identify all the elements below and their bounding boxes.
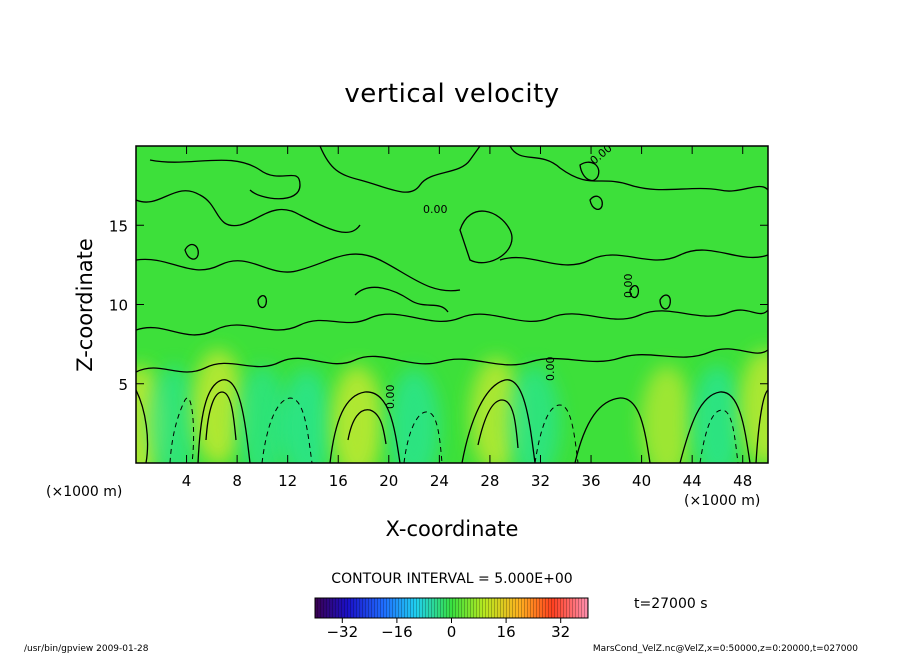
y-axis-ticks: 5 10 15 [109, 217, 768, 394]
plot-area: 0.000.000.000.000.00 4 8 12 16 20 24 28 32 36 40 4… [109, 145, 769, 490]
negative-contour-line [169, 397, 195, 463]
x-tick-label: 24 [430, 472, 449, 490]
footer-right: MarsCond_VelZ.nc@VelZ,x=0:50000,z=0:2000… [593, 644, 858, 654]
contour-value-label: 0.00 [423, 203, 448, 216]
x-tick-label: 8 [232, 472, 242, 490]
x-tick-label: 16 [329, 472, 348, 490]
contour-line [354, 286, 449, 313]
x-tick-label: 40 [632, 472, 651, 490]
contour-line [459, 210, 513, 264]
time-label: t=27000 s [634, 596, 708, 612]
contour-interval-text: CONTOUR INTERVAL = 5.000E+00 [331, 571, 572, 587]
contour-line [679, 391, 751, 463]
contour-line [136, 355, 441, 373]
colorbar-bands [315, 598, 588, 618]
y-axis-label: Z-coordinate [73, 238, 97, 372]
contour-line [659, 294, 671, 310]
contour-line [574, 397, 651, 463]
downdraft-cell [388, 368, 441, 463]
contour-line [499, 249, 768, 266]
contour-line [136, 313, 461, 336]
updraft-cell [640, 365, 693, 463]
x-unit-left: (×1000 m) [46, 484, 122, 500]
negative-contour-line [261, 397, 313, 463]
colorbar-tick-label: 0 [447, 623, 457, 641]
updraft-cell [331, 365, 384, 463]
colorbar-tick-label: −32 [326, 623, 358, 641]
contour-line [136, 389, 149, 463]
downdraft-cell [236, 365, 289, 463]
downdraft-cell [280, 368, 333, 463]
contour-line [461, 379, 536, 463]
contour-line [257, 295, 268, 309]
x-tick-label: 20 [379, 472, 398, 490]
negative-contour-line [534, 404, 579, 463]
colorbar-tick-label: 32 [551, 623, 570, 641]
contour-line [184, 243, 199, 260]
contour-line [205, 391, 237, 441]
colorbar-ticks: −32 −16 0 16 32 [326, 618, 570, 641]
contour-lines [136, 146, 768, 463]
updraft-cell [739, 349, 768, 463]
x-axis-label: X-coordinate [386, 517, 519, 541]
contour-line [197, 379, 251, 463]
colorbar-tick-label: −16 [381, 623, 413, 641]
colorbar: −32 −16 0 16 32 [314, 597, 589, 641]
contour-line [459, 309, 768, 322]
footer-left: /usr/bin/gpview 2009-01-28 [24, 644, 149, 654]
y-tick-label: 10 [109, 297, 128, 315]
contour-line [755, 389, 768, 463]
y-tick-label: 15 [109, 217, 128, 235]
x-tick-label: 28 [480, 472, 499, 490]
contour-line [509, 146, 768, 192]
chart-title: vertical velocity [344, 79, 559, 109]
contour-line [629, 285, 640, 299]
contour-line [136, 253, 461, 292]
contour-line [579, 161, 600, 182]
contour-line [149, 159, 301, 200]
negative-contour-line [403, 411, 443, 463]
downdraft-cell [691, 365, 744, 463]
contour-line [439, 348, 768, 366]
x-unit-right: (×1000 m) [684, 493, 760, 509]
x-tick-label: 4 [182, 472, 192, 490]
contour-line [477, 399, 519, 449]
updraft-cell [192, 349, 245, 463]
y-tick-label: 5 [118, 376, 128, 394]
colorbar-tick-label: 16 [497, 623, 516, 641]
x-tick-label: 32 [531, 472, 550, 490]
contour-labels: 0.000.000.000.000.00 [384, 146, 635, 410]
contour-value-label: 0.00 [544, 357, 557, 382]
contour-value-label: 0.00 [384, 385, 397, 410]
contour-line [136, 190, 361, 234]
x-tick-label: 12 [278, 472, 297, 490]
contour-line [347, 409, 387, 445]
contour-line [589, 195, 603, 211]
contour-line [319, 146, 481, 193]
x-axis-ticks: 4 8 12 16 20 24 28 32 36 40 44 48 [182, 146, 752, 490]
velocity-cells [136, 349, 768, 463]
downdraft-cell [508, 365, 561, 463]
contour-line [329, 391, 401, 463]
downdraft-cell [147, 365, 200, 463]
x-tick-label: 48 [733, 472, 752, 490]
x-tick-label: 44 [683, 472, 702, 490]
contour-value-label: 0.00 [622, 274, 635, 299]
x-tick-label: 36 [581, 472, 600, 490]
